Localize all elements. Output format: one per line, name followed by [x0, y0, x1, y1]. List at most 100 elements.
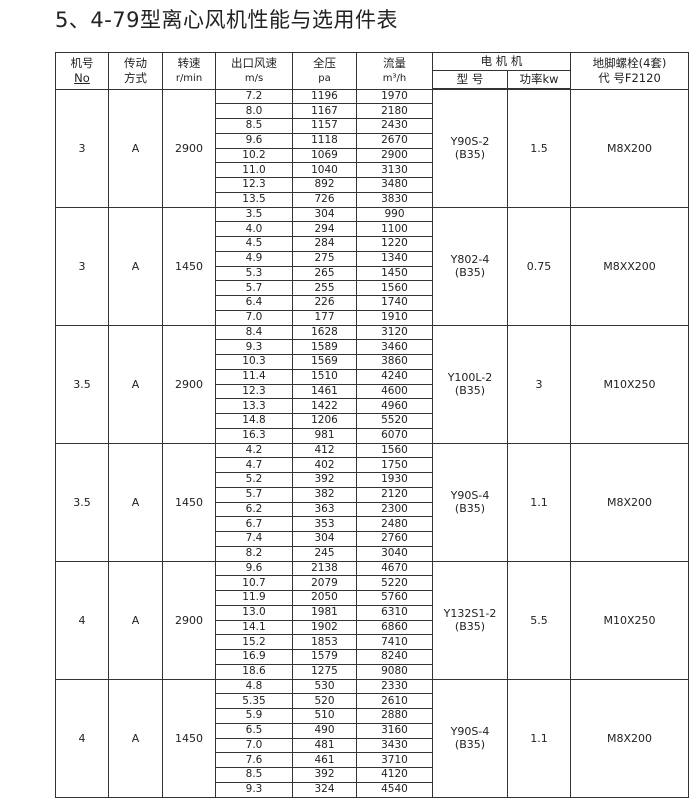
velocity-cell: 14.1	[215, 619, 293, 636]
flow-cell: 2300	[356, 501, 433, 518]
velocity-cell: 9.3	[215, 781, 293, 798]
table-row: 4.9 275 1340	[56, 250, 689, 267]
pressure-cell: 304	[292, 531, 357, 547]
drive-cell: A	[108, 324, 163, 444]
flow-cell: 1450	[356, 265, 433, 282]
header-bolt: 地脚螺栓(4套) 代 号F2120	[570, 52, 689, 90]
flow-cell: 1100	[356, 221, 433, 237]
velocity-cell: 4.2	[215, 442, 293, 459]
table-row: 4.0 294 1100	[56, 221, 689, 237]
header-flow: 流量 m³/h	[356, 52, 433, 90]
flow-cell: 2670	[356, 132, 433, 149]
pressure-cell: 1118	[292, 132, 357, 149]
velocity-cell: 5.3	[215, 265, 293, 282]
velocity-cell: 6.4	[215, 295, 293, 311]
table-row: 6.7 353 2480	[56, 516, 689, 532]
speed-cell: 2900	[162, 560, 216, 680]
pressure-cell: 226	[292, 295, 357, 311]
flow-cell: 4960	[356, 398, 433, 414]
pressure-cell: 1902	[292, 619, 357, 636]
motor-power-cell: 0.75	[507, 206, 571, 326]
velocity-cell: 4.7	[215, 457, 293, 473]
motor-model: Y90S-2	[450, 135, 490, 149]
table-row: 13.5 726 3830	[56, 191, 689, 208]
velocity-cell: 8.4	[215, 324, 293, 341]
flow-cell: 6310	[356, 604, 433, 621]
flow-cell: 2880	[356, 708, 433, 724]
pressure-cell: 353	[292, 516, 357, 532]
pressure-cell: 265	[292, 265, 357, 282]
velocity-cell: 7.6	[215, 752, 293, 768]
pressure-cell: 255	[292, 280, 357, 296]
flow-cell: 3480	[356, 177, 433, 193]
header-pressure: 全压 pa	[292, 52, 357, 90]
velocity-cell: 14.8	[215, 413, 293, 429]
fan-no-cell: 3.5	[55, 324, 109, 444]
flow-cell: 6070	[356, 427, 433, 444]
pressure-cell: 1589	[292, 339, 357, 355]
table-row: 3.5 A 1450 4.2 412 1560 Y90S-4 (B35) 1.1 M8X200	[55, 442, 689, 562]
pressure-cell: 1206	[292, 413, 357, 429]
table-row: 7.0 177 1910	[56, 309, 689, 326]
motor-model: Y90S-4	[450, 489, 490, 502]
motor-model-cell: Y100L-2 (B35)	[432, 324, 508, 444]
table-row: 7.0 481 3430	[56, 737, 689, 754]
velocity-cell: 6.5	[215, 722, 293, 739]
velocity-cell: 16.9	[215, 649, 293, 665]
velocity-cell: 9.6	[215, 560, 293, 577]
motor-power-cell: 1.1	[507, 678, 571, 798]
table-row: 11.9 2050 5760	[56, 590, 689, 606]
bolt-cell: M10X250	[570, 324, 689, 444]
speed-cell: 2900	[162, 88, 216, 208]
motor-model: Y90S-4	[450, 725, 490, 738]
flow-cell: 2900	[356, 147, 433, 164]
speed-cell: 1450	[162, 442, 216, 562]
velocity-cell: 10.3	[215, 354, 293, 370]
velocity-cell: 10.7	[215, 575, 293, 591]
flow-cell: 2120	[356, 486, 433, 503]
velocity-cell: 12.3	[215, 383, 293, 400]
flow-cell: 6860	[356, 619, 433, 636]
fan-performance-table: 机号 No 传动 方式 转速 r/min 出口风速 m/s 全压 pa 流量 m³/h 电 …	[55, 52, 689, 798]
motor-model-cell: Y90S-2 (B35)	[432, 88, 508, 208]
flow-cell: 3160	[356, 722, 433, 739]
table-row: 10.2 1069 2900	[56, 147, 689, 164]
flow-cell: 2760	[356, 531, 433, 547]
speed-cell: 1450	[162, 206, 216, 326]
flow-cell: 3830	[356, 191, 433, 208]
pressure-cell: 1040	[292, 162, 357, 178]
velocity-cell: 9.3	[215, 339, 293, 355]
table-row: 6.5 490 3160	[56, 722, 689, 739]
motor-model-cell: Y802-4 (B35)	[432, 206, 508, 326]
pressure-cell: 275	[292, 250, 357, 267]
motor-model-cell: Y132S1-2 (B35)	[432, 560, 508, 680]
velocity-cell: 5.7	[215, 486, 293, 503]
pressure-cell: 1157	[292, 118, 357, 134]
velocity-cell: 5.2	[215, 472, 293, 488]
pressure-cell: 490	[292, 722, 357, 739]
flow-cell: 2330	[356, 678, 433, 695]
table-row: 9.6 1118 2670	[56, 132, 689, 149]
page-title: 5、4-79型离心风机性能与选用件表	[55, 8, 399, 32]
pressure-cell: 392	[292, 472, 357, 488]
fan-no-cell: 3	[55, 206, 109, 326]
motor-power-cell: 3	[507, 324, 571, 444]
velocity-cell: 3.5	[215, 206, 293, 223]
flow-cell: 4600	[356, 383, 433, 400]
bolt-cell: M8X200	[570, 88, 689, 208]
table-row: 11.4 1510 4240	[56, 368, 689, 385]
flow-cell: 2480	[356, 516, 433, 532]
table-row: 9.3 324 4540	[56, 781, 689, 798]
velocity-cell: 13.5	[215, 191, 293, 208]
velocity-cell: 12.3	[215, 177, 293, 193]
flow-cell: 4670	[356, 560, 433, 577]
table-row: 12.3 892 3480	[56, 177, 689, 193]
velocity-cell: 10.2	[215, 147, 293, 164]
pressure-cell: 461	[292, 752, 357, 768]
velocity-cell: 6.2	[215, 501, 293, 518]
flow-cell: 1740	[356, 295, 433, 311]
pressure-cell: 1569	[292, 354, 357, 370]
header-no: 机号 No	[55, 52, 109, 90]
motor-power-cell: 1.1	[507, 442, 571, 562]
velocity-cell: 8.5	[215, 767, 293, 783]
